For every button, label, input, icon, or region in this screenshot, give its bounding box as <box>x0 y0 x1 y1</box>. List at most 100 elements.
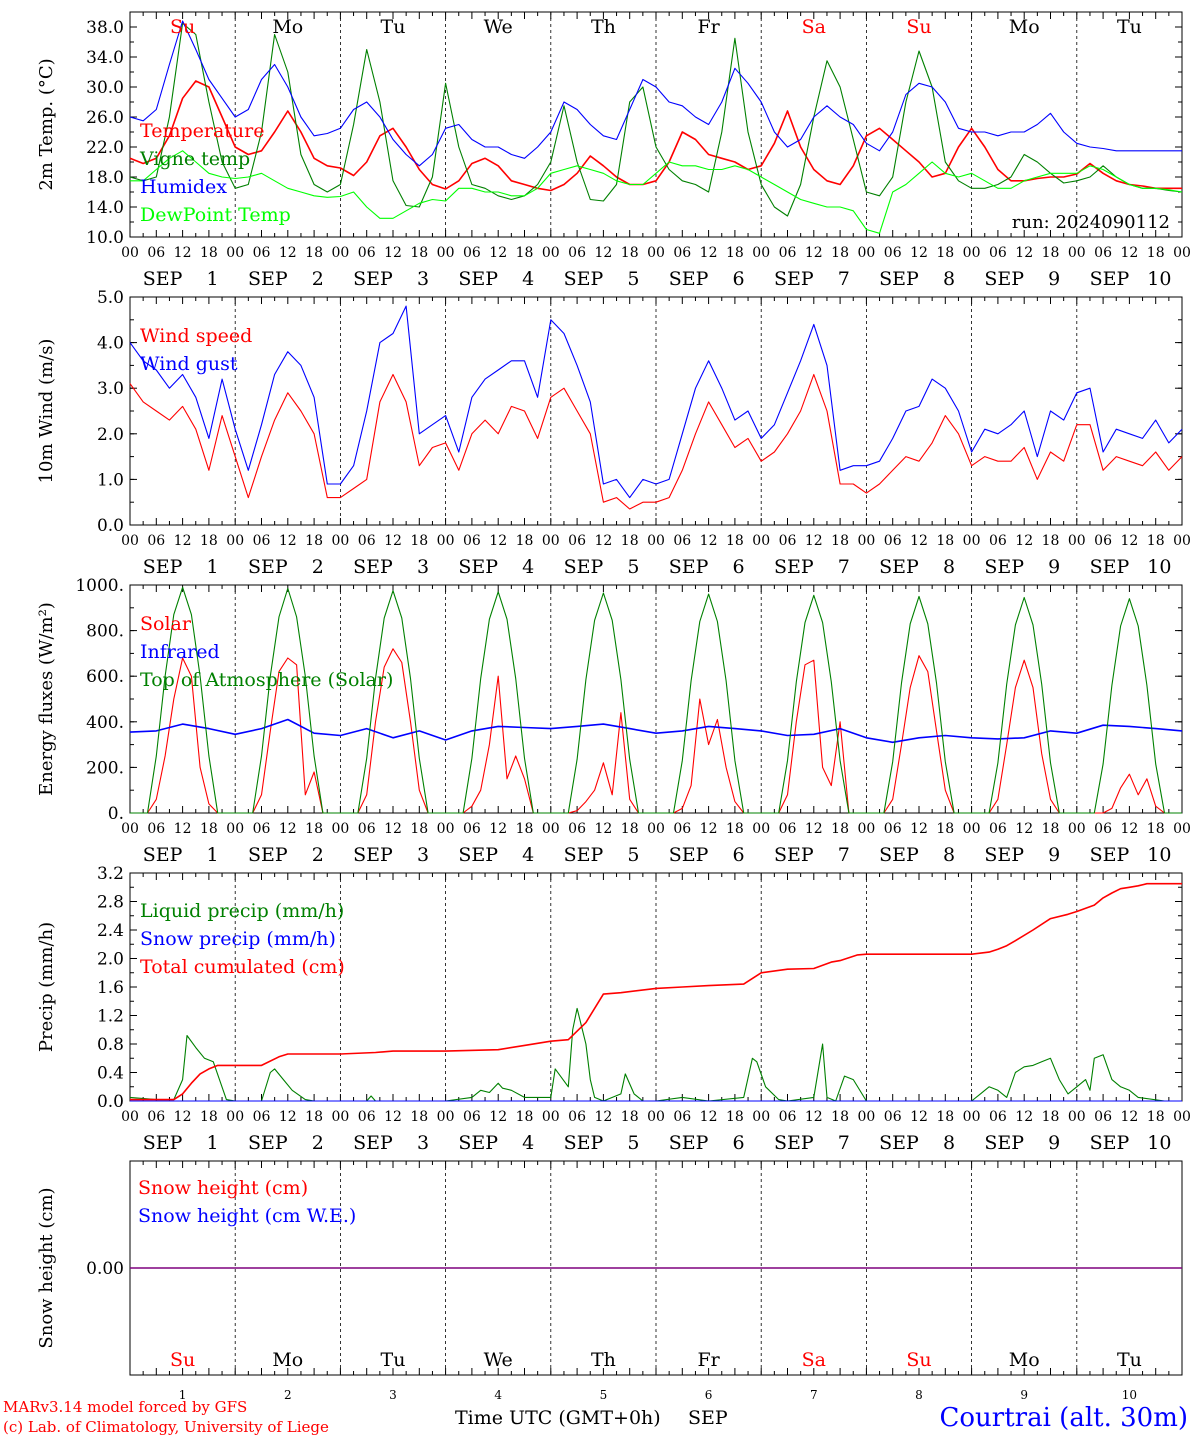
y-axis-label: 2m Temp. (°C) <box>36 58 57 190</box>
y-tick-label: 5.0 <box>97 288 124 308</box>
x-hour-label: 00 <box>226 245 244 261</box>
x-month-label: SEP <box>879 844 919 866</box>
x-hour-label: 18 <box>305 533 323 549</box>
x-hour-label: 06 <box>1094 1109 1112 1125</box>
x-hour-label: 00 <box>1173 533 1191 549</box>
x-day-number: 3 <box>417 844 429 866</box>
y-tick-label: 0.0 <box>97 516 124 536</box>
x-hour-label: 18 <box>726 533 744 549</box>
x-hour-label: 18 <box>621 821 639 837</box>
x-hour-label: 12 <box>1015 1109 1033 1125</box>
x-hour-label: 00 <box>226 533 244 549</box>
day-name: Su <box>906 1349 931 1371</box>
day-name: Th <box>591 16 616 38</box>
x-hour-label: 18 <box>1147 1109 1165 1125</box>
legend-entry: Wind speed <box>140 325 252 347</box>
day-name: Th <box>591 1349 616 1371</box>
x-hour-label: 18 <box>936 245 954 261</box>
x-hour-label: 06 <box>884 1109 902 1125</box>
x-hour-label: 00 <box>647 245 665 261</box>
x-month-label: SEP <box>353 556 393 578</box>
x-hour-label: 18 <box>305 821 323 837</box>
x-day-number: 6 <box>733 844 745 866</box>
x-hour-label: 06 <box>568 1109 586 1125</box>
x-month-label: SEP <box>774 268 814 290</box>
day-name: Tu <box>381 16 406 38</box>
x-hour-label: 18 <box>936 821 954 837</box>
x-hour-label: 18 <box>1042 245 1060 261</box>
y-tick-label: 3.0 <box>97 379 124 399</box>
x-day-number: 2 <box>312 556 324 578</box>
x-hour-label: 12 <box>174 821 192 837</box>
x-hour-label: 06 <box>253 821 271 837</box>
x-day-number: 3 <box>417 268 429 290</box>
y-tick-label: 1.2 <box>97 1007 124 1027</box>
x-hour-label: 18 <box>831 821 849 837</box>
x-month-label: SEP <box>143 844 183 866</box>
x-hour-label: 06 <box>358 245 376 261</box>
y-tick-label: 22.0 <box>86 138 124 158</box>
y-tick-label: 800. <box>86 622 124 642</box>
x-hour-label: 00 <box>331 1109 349 1125</box>
x-month-label: SEP <box>1090 1132 1130 1154</box>
x-month-label: SEP <box>353 844 393 866</box>
x-hour-label: 00 <box>1068 1109 1086 1125</box>
x-hour-label: 00 <box>1173 1109 1191 1125</box>
x-hour-label: 18 <box>726 245 744 261</box>
x-hour-label: 00 <box>963 245 981 261</box>
x-hour-label: 12 <box>489 1109 507 1125</box>
x-hour-label: 18 <box>410 245 428 261</box>
y-tick-label: 2.0 <box>97 425 124 445</box>
x-hour-label: 00 <box>857 821 875 837</box>
x-hour-label: 00 <box>963 821 981 837</box>
x-hour-label: 00 <box>121 245 139 261</box>
series-line-liquid-precip-mm-h- <box>129 1007 1182 1102</box>
x-hour-label: 12 <box>174 533 192 549</box>
x-hour-label: 00 <box>647 821 665 837</box>
x-hour-label: 00 <box>437 533 455 549</box>
x-hour-label: 18 <box>200 533 218 549</box>
x-day-number: 10 <box>1147 844 1171 866</box>
x-hour-label: 00 <box>542 245 560 261</box>
x-hour-label: 12 <box>805 821 823 837</box>
x-hour-label: 12 <box>489 821 507 837</box>
x-hour-label: 00 <box>121 821 139 837</box>
x-hour-label: 12 <box>1120 533 1138 549</box>
x-hour-label: 00 <box>752 821 770 837</box>
x-day-number: 1 <box>207 844 219 866</box>
x-hour-label: 12 <box>910 1109 928 1125</box>
x-month-label: SEP <box>564 268 604 290</box>
x-month-label: SEP <box>1090 556 1130 578</box>
x-hour-label: 18 <box>831 1109 849 1125</box>
x-day-number: 10 <box>1147 1132 1171 1154</box>
x-month-label: SEP <box>669 1132 709 1154</box>
x-hour-label: 12 <box>805 533 823 549</box>
x-month-label: SEP <box>353 268 393 290</box>
x-hour-label: 12 <box>594 533 612 549</box>
x-hour-label: 18 <box>726 1109 744 1125</box>
x-hour-label: 00 <box>331 533 349 549</box>
x-hour-label: 12 <box>384 821 402 837</box>
x-hour-label: 12 <box>1120 821 1138 837</box>
x-hour-label: 12 <box>1015 245 1033 261</box>
x-hour-label: 06 <box>463 1109 481 1125</box>
x-hour-label: 00 <box>1173 821 1191 837</box>
day-name: Tu <box>1117 16 1142 38</box>
x-month-label: SEP <box>879 1132 919 1154</box>
x-day-number: 10 <box>1147 556 1171 578</box>
x-hour-label: 00 <box>752 1109 770 1125</box>
x-month-label: SEP <box>458 844 498 866</box>
x-month-label: SEP <box>669 844 709 866</box>
legend-entry: Snow height (cm) <box>138 1177 308 1199</box>
x-hour-label: 00 <box>752 245 770 261</box>
x-day-number: 3 <box>417 556 429 578</box>
x-hour-label: 00 <box>857 1109 875 1125</box>
x-hour-label: 00 <box>226 1109 244 1125</box>
x-day-number: 2 <box>312 844 324 866</box>
x-month-label: SEP <box>143 268 183 290</box>
y-tick-label: 1.0 <box>97 470 124 490</box>
x-day-number: 3 <box>389 1388 397 1402</box>
x-hour-label: 00 <box>1068 533 1086 549</box>
day-name: Tu <box>381 1349 406 1371</box>
